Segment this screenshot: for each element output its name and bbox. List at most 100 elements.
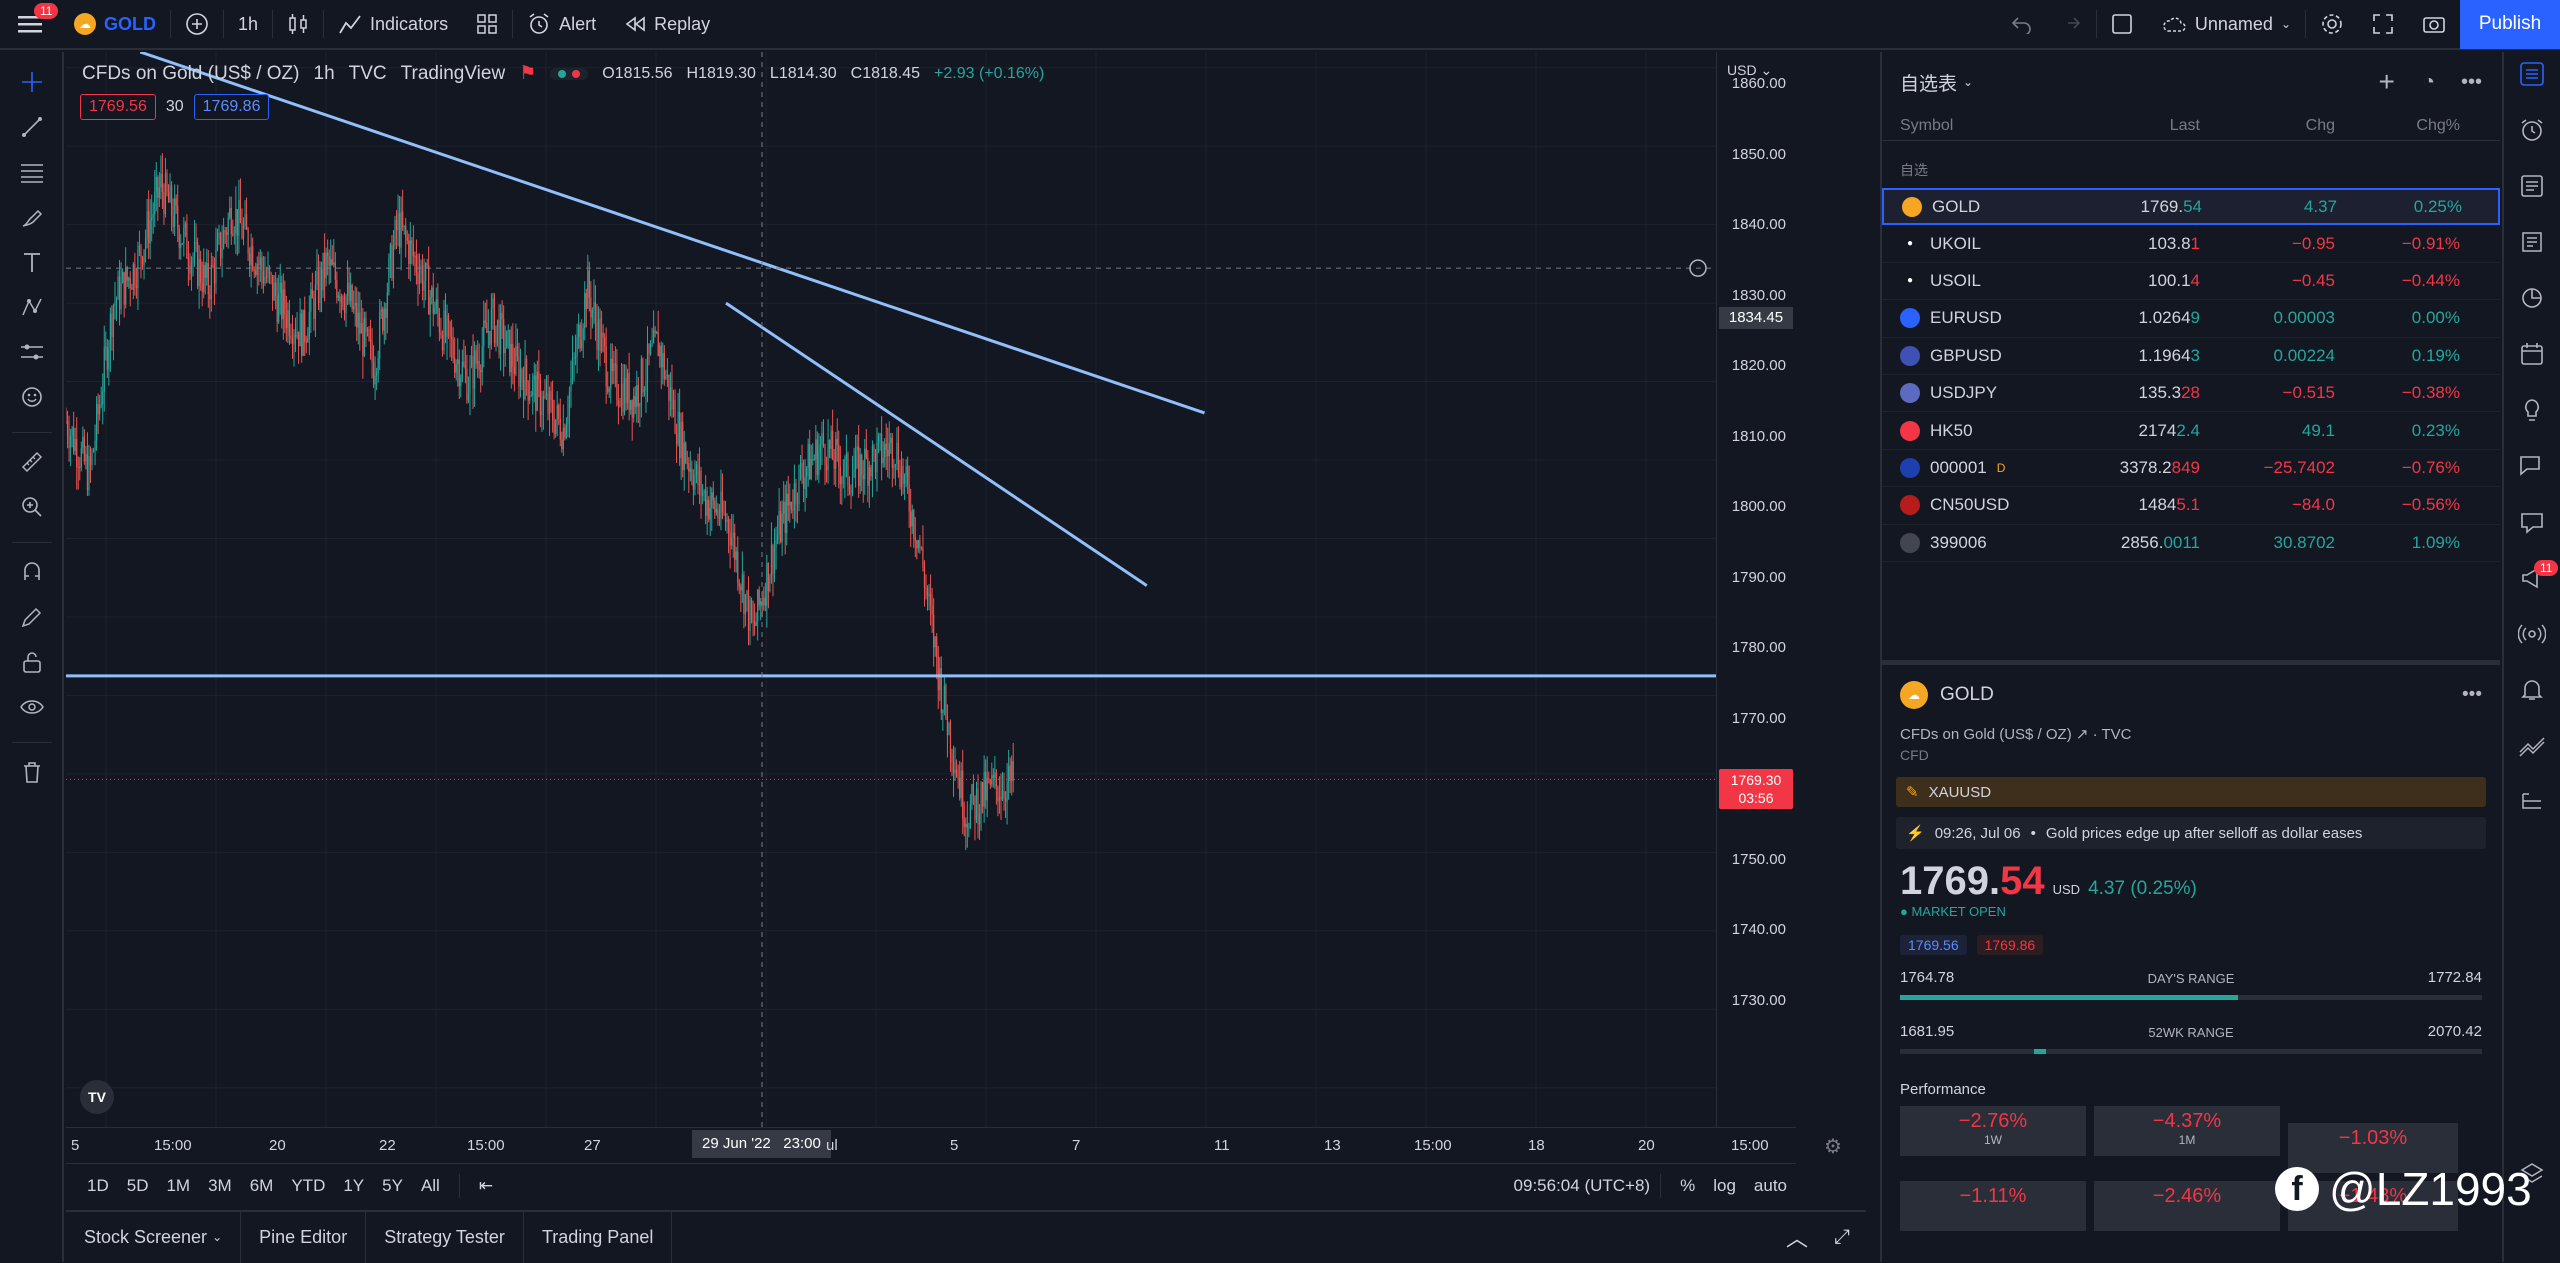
- undo-button[interactable]: [1996, 0, 2046, 49]
- more-options-icon[interactable]: •••: [2462, 684, 2482, 705]
- icons-tool[interactable]: [0, 377, 64, 417]
- goto-date-icon[interactable]: ⇤: [478, 1176, 494, 1195]
- perf-cell[interactable]: −2.76% 1W: [1900, 1106, 2086, 1156]
- broadcast-toggle[interactable]: [2504, 612, 2560, 656]
- layers-toggle[interactable]: [2504, 1152, 2560, 1196]
- col-chgp[interactable]: Chg%: [2416, 117, 2460, 134]
- watchlist-row[interactable]: 399006 2856.0011 30.8702 1.09%: [1882, 525, 2500, 562]
- related-symbol[interactable]: ✎ XAUUSD: [1896, 777, 2486, 807]
- watchlist-row[interactable]: ● USOIL 100.14 −0.45 −0.44%: [1882, 263, 2500, 301]
- time-scale[interactable]: 5 15:00 20 22 15:00 27 29 Jun '22 23:00 …: [66, 1127, 1842, 1163]
- scale-settings-icon[interactable]: ⚙: [1824, 1136, 1842, 1158]
- col-last[interactable]: Last: [2169, 117, 2200, 134]
- range-ytd[interactable]: YTD: [291, 1176, 326, 1195]
- tab-pine-editor[interactable]: Pine Editor: [241, 1211, 367, 1263]
- watchlist-title[interactable]: 自选表: [1900, 73, 1958, 95]
- watchlist-toggle[interactable]: [2504, 52, 2560, 96]
- news-item[interactable]: ⚡ 09:26, Jul 06 • Gold prices edge up after…: [1896, 817, 2486, 849]
- dom-toggle[interactable]: [2504, 724, 2560, 768]
- crosshair-tool[interactable]: [0, 62, 64, 102]
- data-window-toggle[interactable]: [2504, 164, 2560, 208]
- col-chg[interactable]: Chg: [2305, 117, 2335, 134]
- menu-button[interactable]: 11: [0, 0, 60, 49]
- redo-button[interactable]: [2046, 0, 2096, 49]
- magnet-tool[interactable]: [0, 552, 64, 592]
- ideas-toggle[interactable]: [2504, 388, 2560, 432]
- text-tool[interactable]: [0, 242, 64, 282]
- details-symbol[interactable]: GOLD: [1940, 684, 1994, 705]
- watchlist-row[interactable]: CN50USD 14845.1 −84.0 −0.56%: [1882, 487, 2500, 525]
- watchlist-row[interactable]: EURUSD 1.02649 0.00003 0.00%: [1882, 300, 2500, 338]
- auto-toggle[interactable]: auto: [1753, 1176, 1787, 1195]
- price-chart[interactable]: [66, 52, 1716, 1127]
- news-toggle[interactable]: [2504, 220, 2560, 264]
- add-symbol-icon[interactable]: +: [2378, 66, 2395, 97]
- indicators-button[interactable]: Indicators: [324, 0, 462, 49]
- perf-cell[interactable]: −1.11%: [1900, 1181, 2086, 1231]
- hide-tool[interactable]: [0, 687, 64, 727]
- alert-button[interactable]: Alert: [513, 0, 610, 49]
- publish-button[interactable]: Publish: [2460, 0, 2560, 49]
- price-scale[interactable]: USD ⌄ 1860.00 1850.00 1840.00 1830.00 1820.0…: [1716, 52, 1796, 1127]
- watchlist-section[interactable]: 自选: [1882, 140, 2500, 188]
- more-options-icon[interactable]: •••: [2460, 70, 2482, 93]
- range-1d[interactable]: 1D: [87, 1176, 109, 1195]
- col-symbol[interactable]: Symbol: [1900, 117, 1954, 134]
- zoom-tool[interactable]: [0, 487, 64, 527]
- tab-strategy-tester[interactable]: Strategy Tester: [366, 1211, 524, 1263]
- watchlist-row[interactable]: HK50 21742.4 49.1 0.23%: [1882, 412, 2500, 450]
- templates-button[interactable]: [462, 0, 512, 49]
- perf-cell[interactable]: −2.46%: [2094, 1181, 2280, 1231]
- range-1m[interactable]: 1M: [166, 1176, 191, 1195]
- snapshot-button[interactable]: [2408, 0, 2460, 49]
- brush-tool[interactable]: [0, 197, 64, 237]
- object-tree-toggle[interactable]: [2504, 780, 2560, 824]
- chart-type-button[interactable]: [273, 0, 323, 49]
- range-5y[interactable]: 5Y: [382, 1176, 403, 1195]
- replay-button[interactable]: Replay: [610, 0, 724, 49]
- chats-toggle[interactable]: [2504, 444, 2560, 488]
- calendar-toggle[interactable]: [2504, 276, 2560, 320]
- remove-tool[interactable]: [0, 752, 64, 792]
- stay-drawing-tool[interactable]: [0, 597, 64, 637]
- sell-button[interactable]: 1769.56: [80, 94, 156, 120]
- buy-button[interactable]: 1769.86: [193, 94, 270, 120]
- pattern-tool[interactable]: [0, 287, 64, 327]
- range-all[interactable]: All: [420, 1176, 440, 1195]
- lock-tool[interactable]: [0, 642, 64, 682]
- log-toggle[interactable]: log: [1713, 1176, 1736, 1195]
- streams-toggle[interactable]: 11: [2504, 556, 2560, 600]
- currency-select[interactable]: USD ⌄: [1727, 62, 1773, 78]
- trendline-tool[interactable]: [0, 107, 64, 147]
- watchlist-row[interactable]: GBPUSD 1.19643 0.00224 0.19%: [1882, 338, 2500, 375]
- range-1y[interactable]: 1Y: [343, 1176, 365, 1195]
- perf-cell[interactable]: −1.03%: [2288, 1123, 2458, 1173]
- symbol-search-button[interactable]: ☁ GOLD: [60, 0, 170, 49]
- tradingview-logo[interactable]: TV: [80, 1080, 114, 1114]
- settings-button[interactable]: [2306, 0, 2358, 49]
- perf-cell[interactable]: −4.37% 1M: [2094, 1106, 2280, 1156]
- clock[interactable]: 09:56:04 (UTC+8): [1513, 1176, 1651, 1195]
- market-status-pill[interactable]: [550, 67, 589, 80]
- notifications-toggle[interactable]: [2504, 668, 2560, 712]
- collapse-panel-icon[interactable]: ︿: [1786, 1226, 1809, 1251]
- maximize-panel-icon[interactable]: ⤢: [1834, 1225, 1850, 1248]
- watchlist-row[interactable]: ● UKOIL 103.81 −0.95 −0.91%: [1882, 225, 2500, 263]
- percent-toggle[interactable]: %: [1680, 1176, 1696, 1195]
- prediction-tool[interactable]: [0, 332, 64, 372]
- tab-trading-panel[interactable]: Trading Panel: [524, 1211, 673, 1263]
- range-3m[interactable]: 3M: [208, 1176, 232, 1195]
- alerts-toggle[interactable]: [2504, 108, 2560, 152]
- watchlist-row[interactable]: USDJPY 135.328 −0.515 −0.38%: [1882, 375, 2500, 413]
- fullscreen-button[interactable]: [2358, 0, 2408, 49]
- messages-toggle[interactable]: [2504, 500, 2560, 544]
- layout-name-button[interactable]: Unnamed ⌄: [2147, 0, 2305, 49]
- measure-tool[interactable]: [0, 442, 64, 482]
- events-toggle[interactable]: [2504, 332, 2560, 376]
- layout-select-button[interactable]: [2097, 0, 2147, 49]
- compare-button[interactable]: [171, 0, 223, 49]
- watchlist-row[interactable]: 000001 D 3378.2849 −25.7402 −0.76%: [1882, 450, 2500, 488]
- flag-icon[interactable]: ⚑: [519, 63, 537, 84]
- interval-button[interactable]: 1h: [238, 13, 259, 34]
- chart-area[interactable]: CFDs on Gold (US$ / OZ) 1h TVC TradingVi…: [66, 52, 1842, 1208]
